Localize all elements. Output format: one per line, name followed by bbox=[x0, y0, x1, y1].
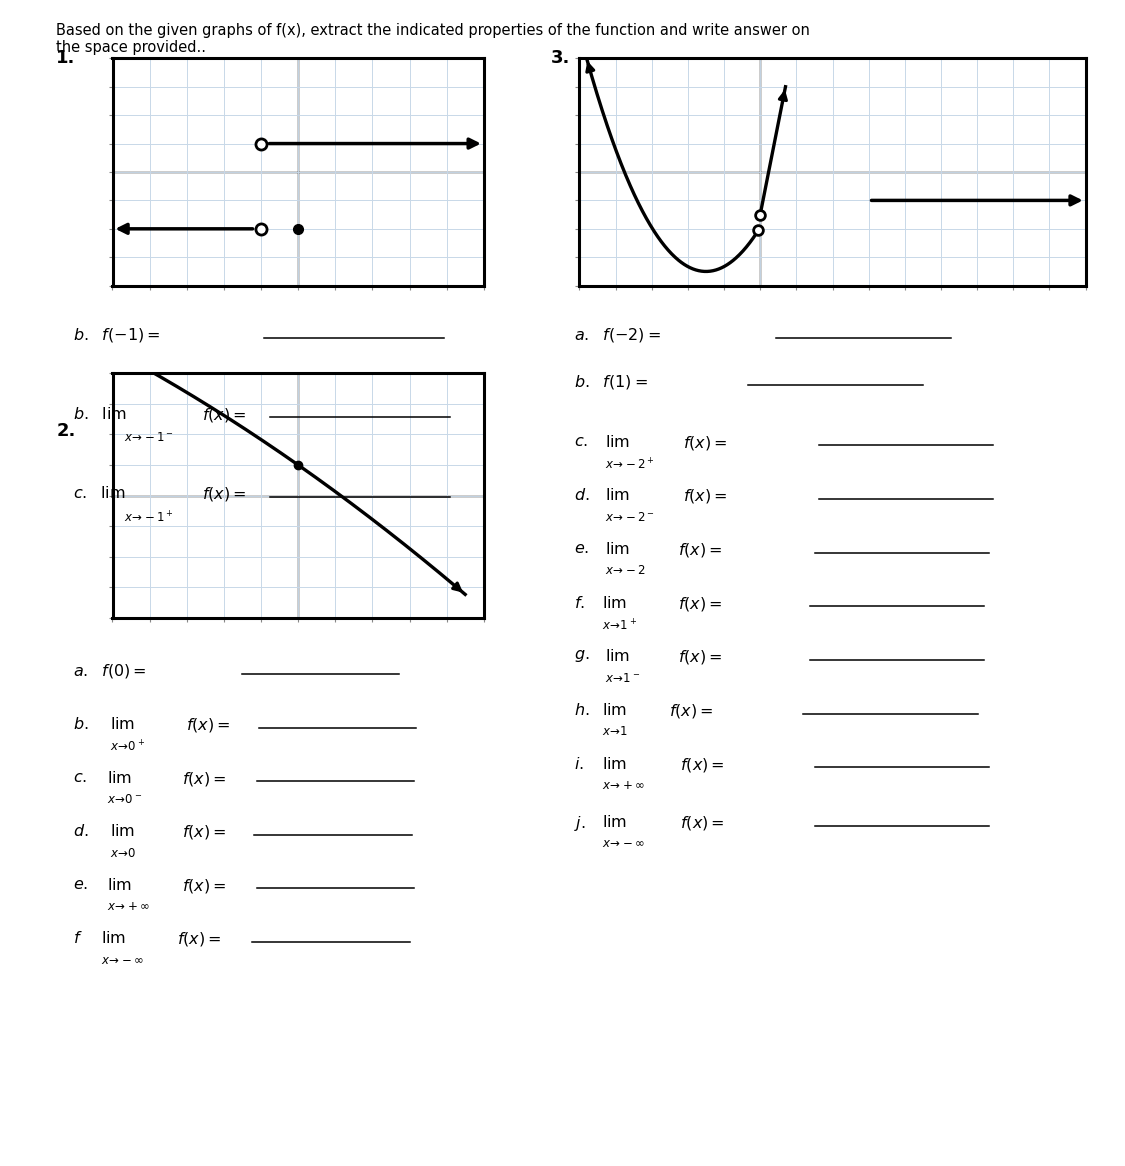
Text: $\mathrm{lim}$: $\mathrm{lim}$ bbox=[605, 648, 630, 665]
Text: $\mathrm{lim}$: $\mathrm{lim}$ bbox=[602, 756, 627, 772]
Text: $j.$: $j.$ bbox=[574, 814, 585, 833]
Text: $\mathrm{lim}$: $\mathrm{lim}$ bbox=[605, 434, 630, 450]
Text: $f(x) =$: $f(x) =$ bbox=[678, 648, 723, 666]
Text: $f.$: $f.$ bbox=[574, 595, 585, 611]
Text: $g.$: $g.$ bbox=[574, 648, 590, 665]
Text: $x\!\to\!-2$: $x\!\to\!-2$ bbox=[605, 564, 646, 577]
Text: $x\!\to\!1^-$: $x\!\to\!1^-$ bbox=[605, 672, 640, 684]
Text: $x\!\to\!-\infty$: $x\!\to\!-\infty$ bbox=[101, 954, 144, 967]
Text: $f(x) =$: $f(x) =$ bbox=[678, 595, 723, 612]
Text: 3.: 3. bbox=[551, 49, 570, 66]
Text: $x\!\to\!0^+$: $x\!\to\!0^+$ bbox=[110, 739, 145, 754]
Text: $c.\ \ \mathrm{lim}$: $c.\ \ \mathrm{lim}$ bbox=[73, 485, 126, 501]
Text: $f(x) =$: $f(x) =$ bbox=[177, 930, 222, 948]
Text: $f(x) =$: $f(x) =$ bbox=[683, 487, 728, 505]
Text: $x\!\to\!1$: $x\!\to\!1$ bbox=[602, 725, 628, 738]
Text: $f(x) =$: $f(x) =$ bbox=[669, 702, 714, 719]
Text: $\mathrm{lim}$: $\mathrm{lim}$ bbox=[107, 877, 132, 893]
Text: $\mathrm{lim}$: $\mathrm{lim}$ bbox=[605, 487, 630, 504]
Text: $f(x) =$: $f(x) =$ bbox=[678, 541, 723, 559]
Text: $f(x) =$: $f(x) =$ bbox=[182, 877, 227, 894]
Text: $x\!\to\!1^+$: $x\!\to\!1^+$ bbox=[602, 618, 637, 633]
Text: $\mathrm{lim}$: $\mathrm{lim}$ bbox=[602, 814, 627, 830]
Text: $f(x) =$: $f(x) =$ bbox=[182, 823, 227, 841]
Text: $\mathrm{lim}$: $\mathrm{lim}$ bbox=[101, 930, 126, 947]
Text: $x\!\to\!+\infty$: $x\!\to\!+\infty$ bbox=[107, 900, 150, 913]
Text: 2.: 2. bbox=[56, 422, 75, 440]
Text: $x\!\to\!-\infty$: $x\!\to\!-\infty$ bbox=[602, 837, 645, 850]
Text: $a.\ \ f(0) =$: $a.\ \ f(0) =$ bbox=[73, 662, 146, 680]
Text: $x\!\to\!+\infty$: $x\!\to\!+\infty$ bbox=[602, 779, 645, 792]
Text: $f(x) =$: $f(x) =$ bbox=[202, 485, 248, 503]
Text: 1.: 1. bbox=[56, 49, 75, 66]
Text: $\mathrm{lim}$: $\mathrm{lim}$ bbox=[107, 770, 132, 786]
Text: $x\!\to\!0$: $x\!\to\!0$ bbox=[110, 847, 137, 859]
Text: $f(x) =$: $f(x) =$ bbox=[186, 716, 231, 733]
Text: Based on the given graphs of f(x), extract the indicated properties of the funct: Based on the given graphs of f(x), extra… bbox=[56, 23, 810, 38]
Text: $x\!\to\!-2^+$: $x\!\to\!-2^+$ bbox=[605, 457, 655, 472]
Text: $\mathrm{lim}$: $\mathrm{lim}$ bbox=[605, 541, 630, 557]
Text: $f(x) =$: $f(x) =$ bbox=[182, 770, 227, 787]
Text: $\mathrm{lim}$: $\mathrm{lim}$ bbox=[110, 716, 135, 732]
Text: $c.$: $c.$ bbox=[574, 434, 588, 449]
Text: $a.\ \ f(-2) =$: $a.\ \ f(-2) =$ bbox=[574, 326, 660, 344]
Text: $c.$: $c.$ bbox=[73, 770, 88, 785]
Text: $x\!\to\!-2^-$: $x\!\to\!-2^-$ bbox=[605, 511, 655, 524]
Text: $\ f(x) =$: $\ f(x) =$ bbox=[675, 756, 724, 773]
Text: $f$: $f$ bbox=[73, 930, 83, 947]
Text: $\mathrm{lim}$: $\mathrm{lim}$ bbox=[602, 702, 627, 718]
Text: $\mathrm{lim}$: $\mathrm{lim}$ bbox=[110, 823, 135, 840]
Text: $x\!\to\!-1^-$: $x\!\to\!-1^-$ bbox=[124, 431, 173, 444]
Text: $i.$: $i.$ bbox=[574, 756, 584, 772]
Text: $x\!\to\!0^-$: $x\!\to\!0^-$ bbox=[107, 793, 142, 806]
Text: $d.$: $d.$ bbox=[73, 823, 89, 840]
Text: $\ f(x) =$: $\ f(x) =$ bbox=[675, 814, 724, 831]
Text: $b.\ \ f(-1) =$: $b.\ \ f(-1) =$ bbox=[73, 326, 161, 344]
Text: $e.$: $e.$ bbox=[574, 541, 590, 556]
Text: $\mathrm{lim}$: $\mathrm{lim}$ bbox=[602, 595, 627, 611]
Text: $f(x) =$: $f(x) =$ bbox=[202, 406, 248, 423]
Text: $f(x) =$: $f(x) =$ bbox=[683, 434, 728, 451]
Text: the space provided..: the space provided.. bbox=[56, 40, 206, 55]
Text: $e.$: $e.$ bbox=[73, 877, 89, 892]
Text: $b.\ \ \mathrm{lim}$: $b.\ \ \mathrm{lim}$ bbox=[73, 406, 127, 422]
Text: $b.\ \ f(1) =$: $b.\ \ f(1) =$ bbox=[574, 373, 648, 391]
Text: $b.$: $b.$ bbox=[73, 716, 89, 732]
Text: $x\!\to\!-1^+$: $x\!\to\!-1^+$ bbox=[124, 511, 173, 526]
Text: $h.$: $h.$ bbox=[574, 702, 590, 718]
Text: $d.$: $d.$ bbox=[574, 487, 590, 504]
